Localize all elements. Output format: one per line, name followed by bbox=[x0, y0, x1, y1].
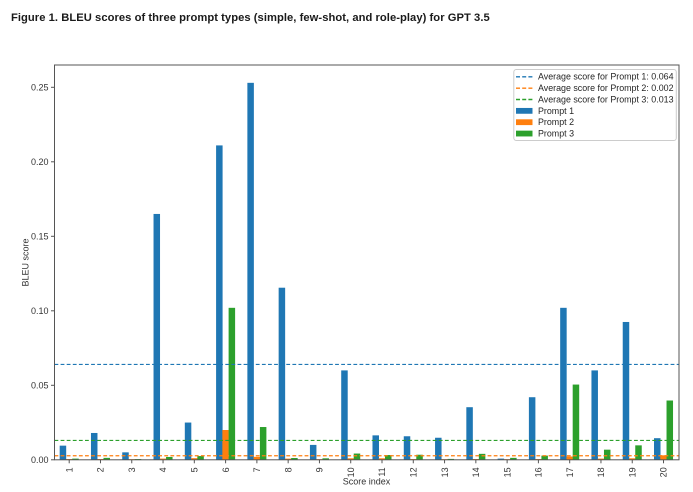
svg-text:5: 5 bbox=[190, 467, 200, 472]
svg-text:Prompt 3: Prompt 3 bbox=[538, 128, 574, 138]
svg-text:0.00: 0.00 bbox=[31, 455, 49, 465]
svg-text:1: 1 bbox=[64, 467, 74, 472]
svg-text:Prompt 1: Prompt 1 bbox=[538, 106, 574, 116]
svg-text:10: 10 bbox=[346, 467, 356, 477]
svg-text:2: 2 bbox=[96, 467, 106, 472]
svg-text:9: 9 bbox=[315, 467, 325, 472]
svg-text:3: 3 bbox=[127, 467, 137, 472]
svg-text:0.10: 0.10 bbox=[31, 306, 49, 316]
svg-text:13: 13 bbox=[440, 467, 450, 477]
svg-text:16: 16 bbox=[534, 467, 544, 477]
svg-text:0.20: 0.20 bbox=[31, 157, 49, 167]
svg-text:BLEU score: BLEU score bbox=[21, 238, 31, 286]
svg-text:8: 8 bbox=[283, 467, 293, 472]
svg-text:Average score for Prompt 3: 0.: Average score for Prompt 3: 0.013 bbox=[538, 94, 674, 104]
svg-text:0.05: 0.05 bbox=[31, 381, 49, 391]
svg-text:6: 6 bbox=[221, 467, 231, 472]
svg-text:17: 17 bbox=[565, 467, 575, 477]
svg-text:12: 12 bbox=[408, 467, 418, 477]
svg-text:20: 20 bbox=[659, 467, 669, 477]
svg-text:14: 14 bbox=[471, 467, 481, 477]
svg-text:15: 15 bbox=[502, 467, 512, 477]
svg-text:Average score for Prompt 1: 0.: Average score for Prompt 1: 0.064 bbox=[538, 72, 674, 82]
svg-text:0.15: 0.15 bbox=[31, 232, 49, 242]
svg-text:19: 19 bbox=[627, 467, 637, 477]
svg-text:0.25: 0.25 bbox=[31, 83, 49, 93]
svg-text:Prompt 2: Prompt 2 bbox=[538, 117, 574, 127]
svg-text:Average score for Prompt 2: 0.: Average score for Prompt 2: 0.002 bbox=[538, 83, 674, 93]
svg-text:4: 4 bbox=[158, 467, 168, 472]
svg-text:7: 7 bbox=[252, 467, 262, 472]
svg-text:Score index: Score index bbox=[343, 477, 391, 487]
svg-text:11: 11 bbox=[377, 467, 387, 476]
svg-text:18: 18 bbox=[596, 467, 606, 477]
